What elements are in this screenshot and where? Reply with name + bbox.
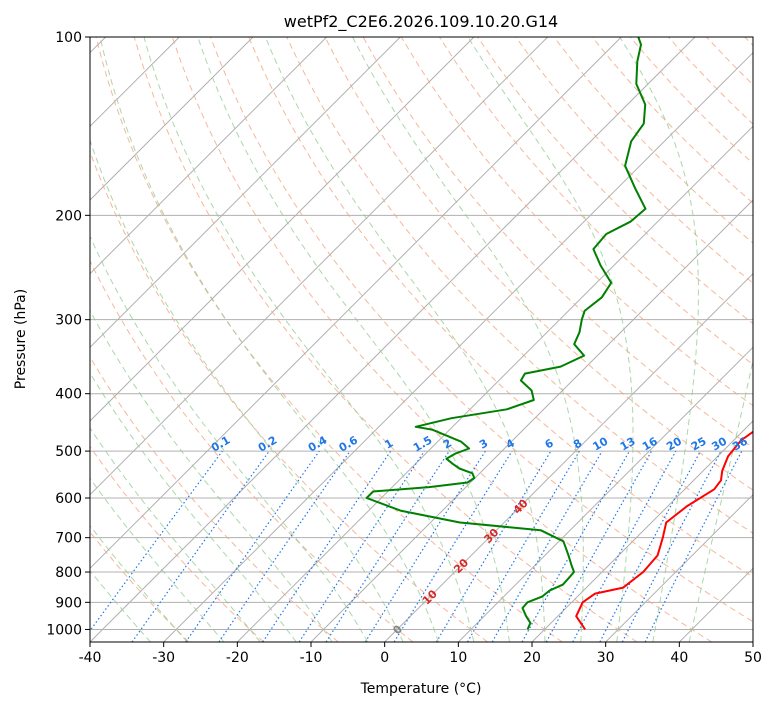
x-tick-label: -10 [300,650,323,666]
profile-line [365,37,647,630]
mixing-ratio-line [393,450,513,642]
dry-adiabat-line [95,37,563,642]
moist-adiabat-line [90,524,188,642]
mixing-ratio-line [644,450,743,642]
moist-adiabat-line [99,37,439,642]
moist-adiabat-line [90,138,404,642]
dry-adiabat-line [324,37,753,491]
moist-adiabat-line [688,357,753,642]
isotherm-line [90,37,696,642]
moist-adiabat-line [90,427,261,642]
x-tick-label: -40 [79,650,102,666]
mixing-ratio-line [521,450,631,642]
axis-ticks: -40 -30 -20 -10 0 10 20 30 40 50 100 200 300 400 500 60… [46,30,762,666]
moist-adiabat-line [90,569,151,642]
y-tick-label: 400 [55,387,82,403]
y-tick-label: 200 [55,208,82,224]
mixing-ratio-line [90,450,223,632]
dry-adiabat-line [248,37,753,578]
mixing-ratio-line [131,450,270,642]
x-tick-label: 0 [380,650,389,666]
moist-adiabat-line [90,477,225,642]
y-tick-label: 1000 [46,622,82,638]
mixing-ratio-line [545,450,653,642]
dry-adiabat-line [210,37,753,623]
isotherm-line [310,199,753,642]
x-tick-label: -30 [152,650,175,666]
x-axis-label: Temperature (°C) [360,681,482,697]
isotherm-line [90,37,401,349]
mixing-ratio-line [325,450,450,642]
mixing-ratio-line [572,450,677,642]
isotherm-line [90,37,475,422]
dry-adiabat-line [171,37,712,642]
moist-adiabat-line [467,37,634,642]
y-tick-label: 100 [55,30,82,46]
background-lines [90,37,753,642]
moist-adiabat-line [90,371,297,642]
dry-adiabat-line [706,37,753,86]
profile-line [575,430,753,630]
x-tick-label: 40 [670,650,688,666]
x-tick-label: 10 [449,650,467,666]
dry-adiabat-line [90,356,339,642]
mixing-ratio-label: 4 [504,436,517,451]
x-tick-label: 20 [523,650,541,666]
y-tick-label: 900 [55,595,82,611]
isotherm-line [90,37,328,275]
isotherm-line [752,641,753,642]
mixing-ratio-label: 3 [477,437,490,452]
mixing-ratio-line [364,450,486,642]
dry-adiabat-line [553,37,753,244]
profile-series [365,37,753,630]
mixing-ratio-line [298,450,425,642]
dry-adiabat-line [515,37,753,284]
mixing-ratio-line [185,450,320,642]
x-tick-label: -20 [226,650,249,666]
isotherm-line [457,346,753,642]
dry-adiabat-line [744,37,753,47]
mixing-ratio-line [599,450,702,642]
moist-adiabat-line [143,37,475,642]
chart-title: wetPf2_C2E6.2026.109.10.20.G14 [284,12,558,32]
isotherm-line [605,493,753,642]
moist-adiabat-line [264,37,546,642]
y-tick-label: 800 [55,565,82,581]
y-tick-label: 300 [55,313,82,329]
isotherm-line [236,125,753,642]
mixing-ratio-line [218,450,351,642]
x-tick-label: 50 [744,650,762,666]
isotherm-line [90,37,549,496]
y-tick-label: 700 [55,531,82,547]
moist-adiabat-line [90,309,333,642]
isotherm-line [90,37,254,201]
isotherm-line [531,420,753,642]
moist-adiabat-line [90,235,369,642]
mixing-ratio-label: 6 [543,436,556,451]
dry-adiabat-line [90,445,264,642]
dry-adiabat-line [591,37,753,204]
isotherm-line [678,567,753,642]
isotherm-line [384,272,753,642]
y-axis-label: Pressure (hPa) [13,289,29,389]
mixing-ratio-line [435,450,552,642]
mixing-ratio-lines [90,450,743,642]
moist-adiabat-line [197,37,510,642]
plot-frame [89,36,754,643]
y-tick-label: 600 [55,491,82,507]
moist-adiabat-line [352,37,584,642]
line-labels: 0.1 0.2 0.4 0.6 1 1.5 2 3 4 6 8 10 13 16 20 25 30 3601020… [209,433,750,637]
dry-adiabat-line [668,37,753,125]
y-tick-label: 500 [55,444,82,460]
dry-adiabat-line [90,259,414,642]
moist-adiabat-line [619,37,699,642]
dry-adiabat-line [286,37,753,534]
x-tick-label: 30 [597,650,615,666]
mixing-ratio-line [262,450,392,642]
dry-adiabat-line [133,37,638,642]
dry-adiabat-line [90,150,488,642]
isotherm-line [163,51,753,642]
isotherm-line [90,37,622,570]
